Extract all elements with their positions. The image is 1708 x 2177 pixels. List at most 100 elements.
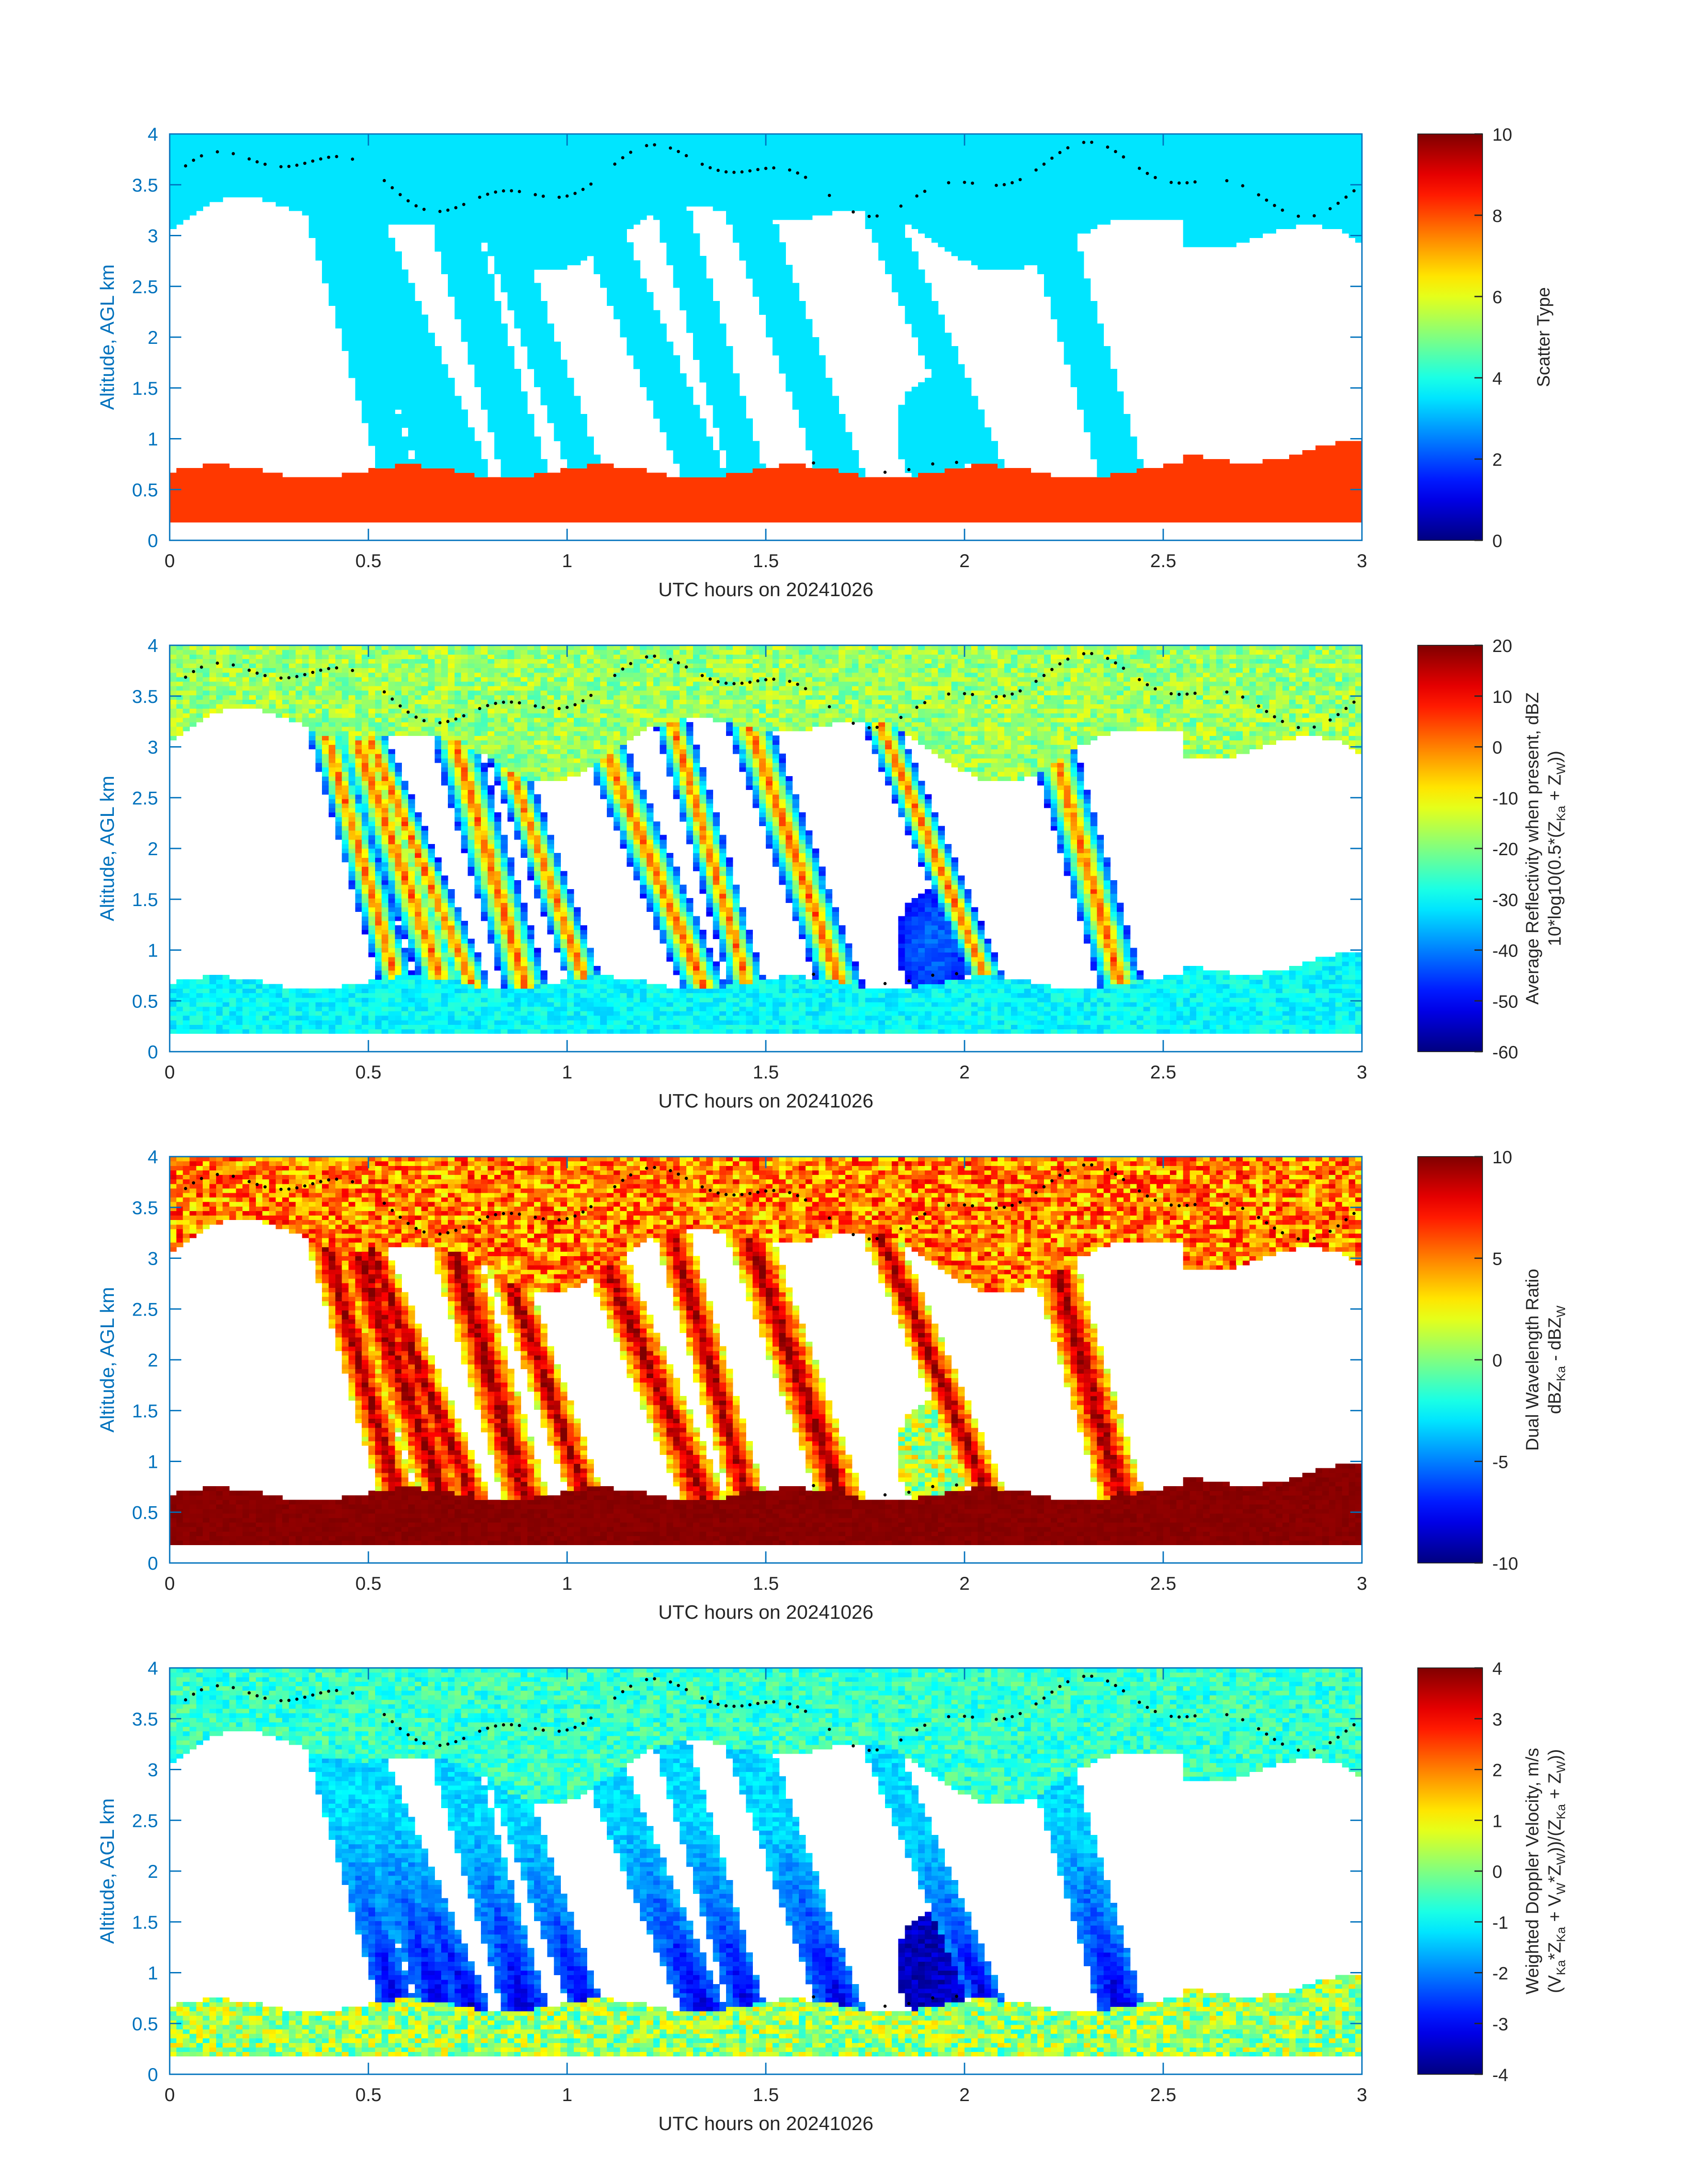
heatmap-cell xyxy=(302,166,309,171)
heatmap-cell xyxy=(434,491,441,496)
heatmap-cell xyxy=(401,157,408,162)
heatmap-cell xyxy=(315,220,322,225)
heatmap-cell xyxy=(382,152,388,157)
heatmap-cell xyxy=(362,192,368,197)
heatmap-cell xyxy=(514,143,521,148)
heatmap-cell xyxy=(494,418,501,423)
heatmap-cell xyxy=(196,138,203,143)
heatmap-cell xyxy=(408,184,415,188)
heatmap-cell xyxy=(335,265,342,270)
heatmap-cell xyxy=(349,188,355,193)
heatmap-cell xyxy=(514,206,521,211)
heatmap-cell xyxy=(329,297,335,301)
heatmap-cell xyxy=(501,500,508,505)
heatmap-cell xyxy=(388,436,395,441)
heatmap-cell xyxy=(335,314,342,319)
heatmap-cell xyxy=(230,495,236,500)
heatmap-cell xyxy=(382,256,388,261)
heatmap-cell xyxy=(170,166,176,171)
heatmap-cell xyxy=(349,143,355,148)
heatmap-cell xyxy=(382,342,388,347)
heatmap-cell xyxy=(434,409,441,414)
heatmap-cell xyxy=(395,215,401,220)
heatmap-cell xyxy=(216,472,223,477)
heatmap-cell xyxy=(481,518,488,522)
heatmap-cell xyxy=(315,256,322,261)
heatmap-cell xyxy=(501,157,508,162)
heatmap-cell xyxy=(455,188,461,193)
heatmap-cell xyxy=(329,138,335,143)
heatmap-cell xyxy=(401,351,408,355)
heatmap-cell xyxy=(434,364,441,369)
heatmap-cell xyxy=(488,319,494,324)
heatmap-cell xyxy=(422,192,428,197)
heatmap-cell xyxy=(441,134,448,139)
heatmap-cell xyxy=(322,233,329,238)
heatmap-cell xyxy=(382,319,388,324)
heatmap-cell xyxy=(514,500,521,505)
heatmap-cell xyxy=(335,288,342,292)
heatmap-cell xyxy=(488,188,494,193)
heatmap-cell xyxy=(401,333,408,338)
heatmap-cell xyxy=(461,143,468,148)
heatmap-cell xyxy=(322,134,329,139)
heatmap-cell xyxy=(474,220,481,225)
heatmap-cell xyxy=(481,206,488,211)
heatmap-cell xyxy=(481,495,488,500)
heatmap-cell xyxy=(401,206,408,211)
heatmap-cell xyxy=(276,179,282,184)
heatmap-cell xyxy=(422,166,428,171)
heatmap-cell xyxy=(434,423,441,428)
heatmap-cell xyxy=(302,477,309,482)
heatmap-cell xyxy=(395,138,401,143)
heatmap-cell xyxy=(415,369,422,374)
heatmap-cell xyxy=(395,202,401,207)
heatmap-cell xyxy=(382,170,388,175)
heatmap-cell xyxy=(315,486,322,491)
heatmap-cell xyxy=(190,188,196,193)
heatmap-cell xyxy=(434,346,441,351)
heatmap-cell xyxy=(209,192,216,197)
heatmap-cell xyxy=(422,509,428,514)
heatmap-cell xyxy=(362,401,368,405)
heatmap-cell xyxy=(428,161,435,166)
heatmap-cell xyxy=(514,179,521,184)
heatmap-cell xyxy=(488,238,494,243)
heatmap-cell xyxy=(236,184,242,188)
heatmap-cell xyxy=(368,414,375,419)
heatmap-cell xyxy=(422,360,428,365)
heatmap-cell xyxy=(508,346,514,351)
heatmap-cell xyxy=(401,202,408,207)
heatmap-cell xyxy=(488,495,494,500)
heatmap-cell xyxy=(296,206,302,211)
heatmap-cell xyxy=(190,500,196,505)
heatmap-cell xyxy=(415,211,422,216)
heatmap-cell xyxy=(362,518,368,522)
heatmap-cell xyxy=(455,288,461,292)
heatmap-cell xyxy=(362,495,368,500)
heatmap-cell xyxy=(461,170,468,175)
heatmap-cell xyxy=(170,206,176,211)
heatmap-cell xyxy=(375,369,382,374)
heatmap-cell xyxy=(302,134,309,139)
heatmap-cell xyxy=(501,138,508,143)
heatmap-cell xyxy=(428,369,435,374)
heatmap-cell xyxy=(388,472,395,477)
heatmap-cell xyxy=(309,197,316,202)
heatmap-cell xyxy=(382,274,388,279)
heatmap-cell xyxy=(368,319,375,324)
heatmap-cell xyxy=(256,491,263,496)
heatmap-cell xyxy=(434,152,441,157)
heatmap-cell xyxy=(455,157,461,162)
heatmap-cell xyxy=(335,211,342,216)
heatmap-cell xyxy=(302,504,309,509)
heatmap-cell xyxy=(249,147,256,152)
heatmap-cell xyxy=(209,197,216,202)
heatmap-cell xyxy=(388,134,395,139)
heatmap-cell xyxy=(415,446,422,451)
heatmap-cell xyxy=(434,482,441,487)
heatmap-cell xyxy=(368,468,375,473)
heatmap-cell xyxy=(455,297,461,301)
heatmap-cell xyxy=(196,509,203,514)
heatmap-cell xyxy=(388,260,395,265)
